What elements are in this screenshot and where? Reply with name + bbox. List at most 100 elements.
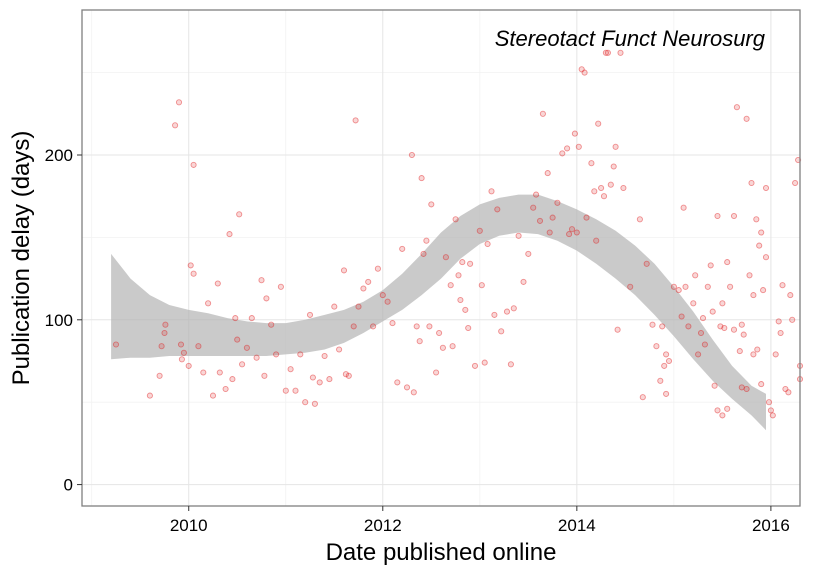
data-point xyxy=(730,212,738,220)
data-point xyxy=(234,336,241,343)
data-point xyxy=(268,321,275,328)
data-point xyxy=(740,331,747,338)
data-point xyxy=(750,292,757,299)
data-point xyxy=(709,308,716,315)
data-point xyxy=(478,282,485,289)
data-point xyxy=(292,387,299,394)
data-point xyxy=(481,359,488,366)
data-point xyxy=(549,214,556,221)
axis-ticks: 2010 2012 2014 2016 0 100 200 xyxy=(45,146,790,535)
data-point xyxy=(455,272,462,279)
data-point xyxy=(546,229,553,236)
data-point xyxy=(699,315,707,322)
data-point xyxy=(306,311,314,318)
data-point xyxy=(765,399,773,406)
data-point xyxy=(604,49,611,56)
data-point xyxy=(462,306,469,313)
data-point xyxy=(253,354,260,361)
data-point xyxy=(232,315,239,322)
x-tick-label: 2010 xyxy=(170,516,208,535)
data-point xyxy=(465,324,472,332)
plot-border xyxy=(81,9,801,507)
x-tick-label: 2016 xyxy=(752,516,790,535)
data-point xyxy=(573,229,580,236)
data-point xyxy=(568,226,576,233)
data-point xyxy=(753,216,760,223)
data-point xyxy=(670,283,677,290)
data-point xyxy=(365,278,372,285)
data-point xyxy=(190,270,197,277)
data-point xyxy=(785,389,792,396)
data-point xyxy=(510,305,517,312)
data-point xyxy=(146,392,153,399)
data-point xyxy=(389,320,396,327)
data-point xyxy=(205,300,212,307)
data-point xyxy=(588,160,595,167)
data-point xyxy=(243,344,250,351)
data-point xyxy=(539,110,546,117)
y-tick-label: 200 xyxy=(45,146,73,165)
x-tick-label: 2012 xyxy=(364,516,402,535)
y-tick-label: 0 xyxy=(64,476,73,495)
journal-annotation: Stereotact Funct Neurosurg xyxy=(495,26,766,51)
data-point xyxy=(178,356,185,363)
data-point xyxy=(352,117,359,124)
data-point xyxy=(498,328,505,335)
data-point xyxy=(282,387,289,394)
data-point xyxy=(649,321,656,328)
data-point xyxy=(459,259,466,266)
data-point xyxy=(772,351,779,358)
data-point xyxy=(273,351,280,358)
data-point xyxy=(426,323,433,330)
data-point xyxy=(719,412,726,419)
data-point xyxy=(316,379,323,386)
data-point xyxy=(410,389,417,396)
data-point xyxy=(591,188,598,195)
data-point xyxy=(598,184,605,192)
data-point xyxy=(701,341,708,348)
data-point xyxy=(156,372,163,379)
data-point xyxy=(520,278,527,285)
data-point xyxy=(704,283,711,290)
data-point xyxy=(787,292,794,299)
data-point xyxy=(399,245,406,252)
data-point xyxy=(595,120,602,127)
data-point xyxy=(738,384,745,391)
smoother-confidence-band xyxy=(111,194,767,431)
data-point xyxy=(457,296,464,304)
data-point xyxy=(758,229,765,236)
data-point xyxy=(507,361,514,368)
data-point xyxy=(721,324,728,332)
data-point xyxy=(697,329,705,337)
data-point xyxy=(593,237,600,244)
data-point xyxy=(602,49,609,56)
data-point xyxy=(503,308,511,315)
data-point xyxy=(762,254,770,261)
data-point xyxy=(789,316,796,323)
data-point xyxy=(418,175,425,182)
data-point xyxy=(374,265,381,272)
data-point xyxy=(408,151,415,159)
data-point xyxy=(724,405,731,412)
data-point xyxy=(748,179,755,187)
data-point xyxy=(566,231,573,238)
data-point xyxy=(277,283,284,290)
data-point xyxy=(627,283,634,290)
data-point xyxy=(379,292,386,299)
data-point xyxy=(195,343,202,350)
data-point xyxy=(180,349,187,356)
data-point xyxy=(190,161,197,168)
data-point xyxy=(777,329,784,337)
data-point xyxy=(738,321,745,328)
data-point xyxy=(420,250,427,257)
data-point xyxy=(340,267,348,274)
data-point xyxy=(533,191,540,198)
data-point xyxy=(449,343,456,350)
data-point xyxy=(762,184,770,192)
data-point xyxy=(331,303,338,310)
data-point xyxy=(607,181,614,188)
data-point xyxy=(559,150,566,157)
data-point xyxy=(172,122,179,129)
data-point xyxy=(711,382,718,389)
